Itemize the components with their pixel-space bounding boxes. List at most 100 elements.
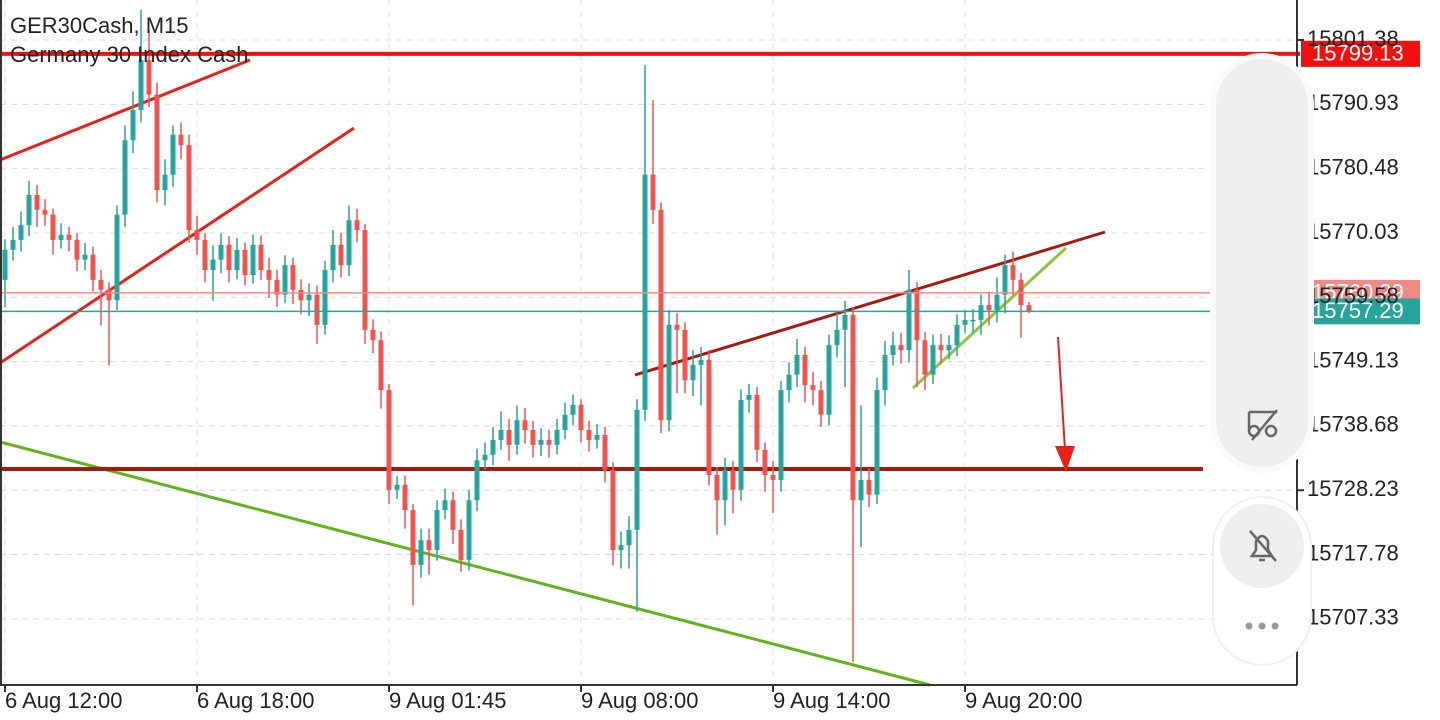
candle-body: [426, 540, 432, 551]
candle-body: [794, 354, 800, 375]
candle-body: [570, 404, 576, 415]
candle-body: [562, 414, 568, 431]
x-tick-label: 9 Aug 20:00: [965, 688, 1082, 713]
dot: [1258, 622, 1266, 630]
axis-labels: 15801.38 15790.93 15780.48 15770.03 15759.58…: [4, 26, 1399, 713]
candle-body: [818, 390, 824, 415]
candle-body: [434, 510, 440, 551]
candle-body: [26, 194, 32, 226]
trend-line: [0, 440, 931, 687]
candle-body: [354, 220, 360, 231]
y-tick-label: 15801.38: [1307, 26, 1399, 51]
trend-tool-button[interactable]: [1247, 409, 1278, 441]
candle-body: [186, 145, 192, 231]
candle-body: [938, 345, 944, 351]
candle-body: [690, 364, 696, 381]
candle-body: [634, 409, 640, 530]
candle-body: [418, 540, 424, 565]
candle-body: [754, 394, 760, 450]
candle-body: [594, 435, 600, 440]
candle-body: [658, 209, 664, 421]
candle-body: [714, 475, 720, 501]
candle-body: [130, 110, 136, 141]
candle-body: [506, 430, 512, 445]
candle-body: [178, 134, 184, 146]
candle-body: [890, 345, 896, 355]
candle-body: [682, 329, 688, 381]
candle-body: [50, 214, 56, 240]
arrow-line: [1057, 336, 1066, 451]
candle-body: [474, 460, 480, 501]
candle-body: [378, 340, 384, 391]
candle-body: [746, 394, 752, 400]
candle-body: [362, 230, 368, 330]
candle-body: [138, 60, 144, 111]
candle-body: [266, 270, 272, 280]
y-tick-label: 15717.78: [1307, 540, 1399, 565]
candle-body: [194, 230, 200, 240]
candle-body: [466, 500, 472, 560]
candle-body: [210, 259, 216, 271]
candle-body: [826, 345, 832, 415]
candle-body: [98, 279, 104, 290]
candle-body: [274, 279, 280, 295]
candle-body: [146, 60, 152, 95]
y-tick-label: 15759.58: [1307, 283, 1399, 308]
candle-body: [786, 374, 792, 391]
candle-body: [442, 500, 448, 511]
candle-body: [730, 470, 736, 490]
candle-body: [1002, 265, 1008, 295]
candle-body: [538, 439, 544, 445]
candle-body: [514, 420, 520, 445]
candle-body: [202, 239, 208, 271]
candle-body: [666, 324, 672, 421]
grid: [0, 0, 1297, 685]
candle-body: [602, 435, 608, 471]
candle-body: [554, 430, 560, 445]
side-panel: [1210, 53, 1314, 666]
candle-body: [762, 449, 768, 476]
candle-body: [490, 439, 496, 455]
candle-body: [370, 329, 376, 341]
candle-body: [258, 244, 264, 271]
candle-body: [946, 345, 952, 351]
candle-body: [770, 475, 776, 480]
candle-body: [810, 385, 816, 391]
candle-body: [650, 174, 656, 210]
y-tick-label: 15707.33: [1307, 605, 1399, 630]
icon: [1251, 409, 1278, 441]
candle-body: [874, 390, 880, 495]
candle-body: [90, 254, 96, 280]
candle-body: [10, 239, 16, 250]
candle-body: [586, 430, 592, 440]
candle-body: [994, 294, 1000, 311]
x-tick-label: 9 Aug 01:45: [389, 688, 506, 713]
y-tick-label: 15728.23: [1307, 476, 1399, 501]
candle-body: [322, 270, 328, 325]
y-tick-label: 15749.13: [1307, 347, 1399, 372]
more-button[interactable]: [1245, 622, 1279, 630]
candle-body: [866, 479, 872, 495]
candle-body: [234, 249, 240, 271]
candle-body: [522, 420, 528, 431]
candle-body: [162, 174, 168, 191]
candle-body: [394, 484, 400, 490]
candle-body: [978, 305, 984, 320]
x-tick-label: 6 Aug 18:00: [197, 688, 314, 713]
candle-body: [618, 545, 624, 551]
candle-body: [930, 345, 936, 375]
candle-body: [882, 354, 888, 391]
candle-body: [914, 289, 920, 341]
candle-body: [498, 430, 504, 440]
price-tag: [1301, 40, 1420, 67]
candle-body: [402, 484, 408, 511]
trend-line: [0, 58, 251, 162]
dot: [1271, 622, 1279, 630]
candle-body: [954, 324, 960, 346]
candle-body: [674, 324, 680, 330]
candle-body: [858, 479, 864, 501]
y-tick-label: 15770.03: [1307, 219, 1399, 244]
icon: [1249, 530, 1277, 562]
candle-body: [850, 314, 856, 501]
